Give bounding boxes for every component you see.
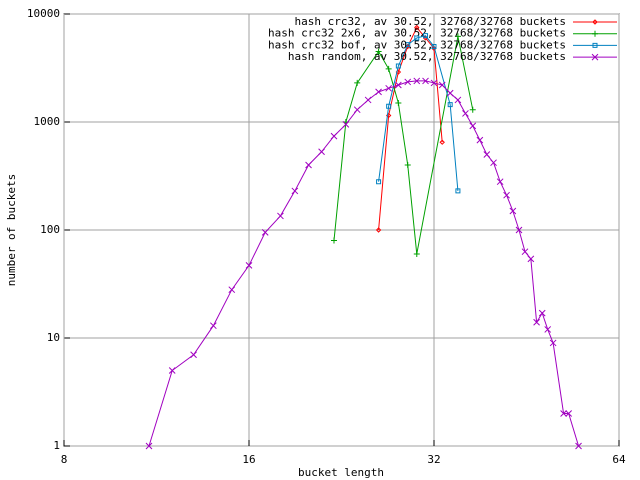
marker bbox=[575, 442, 582, 450]
x-tick-label: 64 bbox=[612, 453, 626, 466]
marker bbox=[404, 78, 412, 86]
marker bbox=[395, 81, 402, 89]
marker bbox=[291, 187, 299, 195]
marker bbox=[439, 139, 445, 145]
legend-label: hash crc32 bof, av 30.52, 32768/32768 bu… bbox=[268, 38, 566, 51]
marker bbox=[515, 226, 523, 234]
x-tick-label: 16 bbox=[242, 453, 255, 466]
marker bbox=[496, 178, 504, 186]
marker bbox=[422, 77, 429, 85]
marker bbox=[431, 45, 437, 52]
y-axis-label: number of buckets bbox=[5, 174, 18, 287]
marker bbox=[261, 229, 269, 236]
marker bbox=[404, 161, 411, 168]
marker bbox=[430, 79, 438, 87]
marker bbox=[353, 106, 361, 114]
y-tick-label: 100 bbox=[40, 223, 60, 236]
marker bbox=[395, 63, 401, 69]
marker bbox=[423, 33, 429, 39]
marker bbox=[490, 159, 497, 167]
marker bbox=[305, 161, 312, 169]
marker bbox=[454, 96, 462, 104]
marker bbox=[354, 79, 361, 86]
marker bbox=[168, 367, 176, 374]
marker bbox=[375, 48, 382, 55]
marker bbox=[447, 102, 453, 108]
y-tick-label: 10000 bbox=[27, 7, 60, 20]
marker bbox=[413, 250, 420, 257]
marker bbox=[431, 44, 437, 50]
x-axis-label: bucket length bbox=[298, 466, 384, 479]
marker bbox=[565, 410, 573, 417]
marker bbox=[509, 207, 517, 215]
x-tick-label: 8 bbox=[61, 453, 68, 466]
marker bbox=[385, 65, 392, 72]
x-tick-label: 32 bbox=[427, 453, 440, 466]
marker bbox=[521, 248, 529, 256]
legend-label: hash random, av 30.52, 32768/32768 bucke… bbox=[288, 50, 566, 63]
marker bbox=[414, 35, 420, 41]
marker bbox=[483, 151, 491, 158]
legend-label: hash crc32, av 30.52, 32768/32768 bucket… bbox=[294, 15, 566, 28]
marker bbox=[454, 33, 461, 40]
marker bbox=[395, 99, 402, 106]
marker bbox=[469, 106, 476, 113]
marker bbox=[386, 103, 392, 109]
series-line bbox=[378, 35, 459, 191]
marker bbox=[364, 96, 372, 104]
marker bbox=[145, 442, 153, 450]
marker bbox=[503, 191, 510, 199]
marker bbox=[330, 237, 337, 244]
marker bbox=[245, 262, 253, 269]
marker bbox=[375, 227, 382, 233]
y-tick-label: 1 bbox=[53, 439, 60, 452]
marker bbox=[549, 339, 557, 347]
marker bbox=[318, 148, 325, 156]
marker bbox=[544, 326, 552, 333]
marker bbox=[375, 88, 382, 96]
marker bbox=[210, 322, 217, 330]
marker bbox=[438, 81, 446, 89]
y-tick-label: 1000 bbox=[34, 115, 61, 128]
marker bbox=[527, 255, 535, 263]
marker bbox=[592, 19, 598, 25]
marker bbox=[538, 309, 546, 317]
marker bbox=[277, 212, 284, 220]
marker bbox=[560, 410, 567, 417]
legend-label: hash crc32 2x6, av 30.52, 32768/32768 bu… bbox=[268, 27, 566, 40]
marker bbox=[376, 179, 382, 185]
marker bbox=[405, 43, 411, 50]
marker bbox=[592, 30, 598, 37]
marker bbox=[330, 132, 338, 140]
marker bbox=[462, 110, 469, 117]
marker bbox=[469, 122, 477, 130]
marker bbox=[476, 136, 484, 144]
marker bbox=[414, 24, 420, 31]
marker bbox=[405, 42, 411, 48]
series-line bbox=[148, 80, 580, 447]
marker bbox=[413, 77, 421, 85]
marker bbox=[455, 188, 461, 194]
marker bbox=[228, 286, 236, 294]
series-line bbox=[333, 36, 474, 255]
marker bbox=[592, 42, 598, 48]
marker bbox=[591, 53, 599, 61]
marker bbox=[385, 84, 393, 92]
y-tick-label: 10 bbox=[47, 331, 60, 344]
marker bbox=[446, 89, 454, 97]
marker bbox=[533, 318, 540, 326]
marker bbox=[342, 121, 350, 128]
marker bbox=[190, 351, 197, 359]
